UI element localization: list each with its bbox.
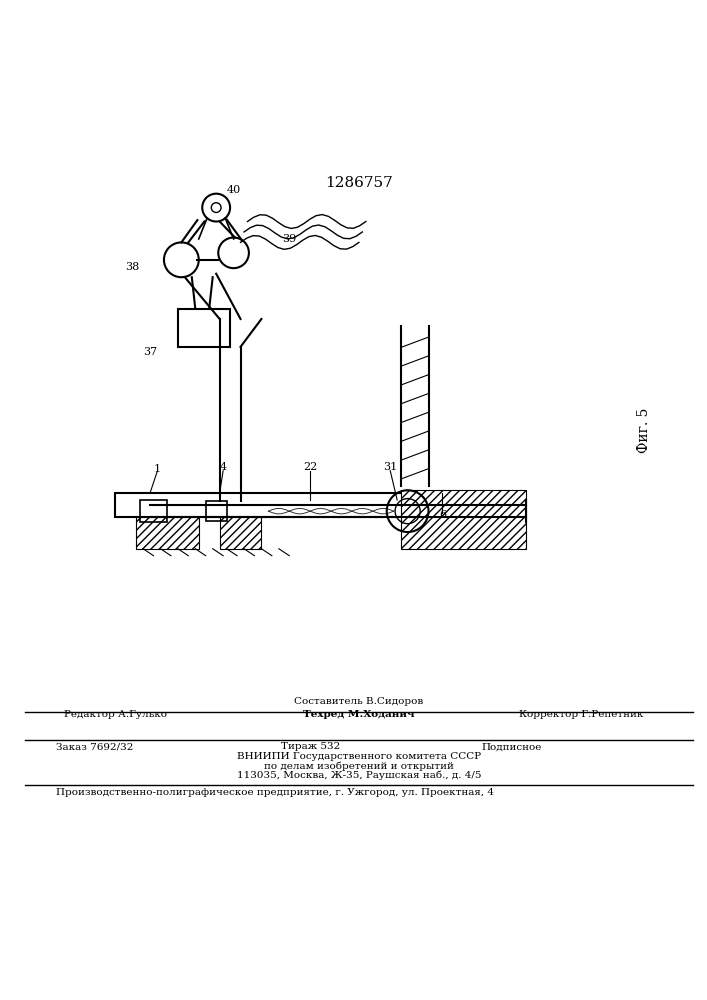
Text: 22: 22 [303,462,317,472]
Text: ВНИИПИ Государственного комитета СССР: ВНИИПИ Государственного комитета СССР [237,752,481,761]
Text: 1286757: 1286757 [325,176,393,190]
Bar [401,490,526,549]
Text: Фиг. 5: Фиг. 5 [637,408,651,453]
Bar [139,500,168,522]
Text: Корректор Г.Репетник: Корректор Г.Репетник [520,710,644,719]
Text: 31: 31 [383,462,397,472]
Text: 6: 6 [439,510,446,520]
Bar [220,517,262,549]
Text: 39: 39 [282,234,296,244]
Bar [136,517,199,549]
Bar [115,493,519,517]
Text: Составитель В.Сидоров: Составитель В.Сидоров [294,697,423,706]
Text: 37: 37 [143,347,157,357]
Bar [178,309,230,347]
Text: Техред М.Xоданич: Техред М.Xоданич [303,710,415,719]
Text: Редактор А.Гулько: Редактор А.Гулько [64,710,167,719]
Bar [206,501,227,521]
Text: 1: 1 [153,464,160,474]
Text: Подписное: Подписное [482,742,542,751]
Text: Тираж 532: Тираж 532 [281,742,340,751]
Text: 40: 40 [226,185,240,195]
Text: Производственно-полиграфическое предприятие, г. Ужгород, ул. Проектная, 4: Производственно-полиграфическое предприя… [57,788,494,797]
Text: 4: 4 [220,462,227,472]
Text: 38: 38 [126,262,140,272]
Text: 113035, Москва, Ж-35, Раушская наб., д. 4/5: 113035, Москва, Ж-35, Раушская наб., д. … [237,770,481,780]
Text: Заказ 7692/32: Заказ 7692/32 [56,742,133,751]
Text: по делам изобретений и открытий: по делам изобретений и открытий [264,761,454,771]
